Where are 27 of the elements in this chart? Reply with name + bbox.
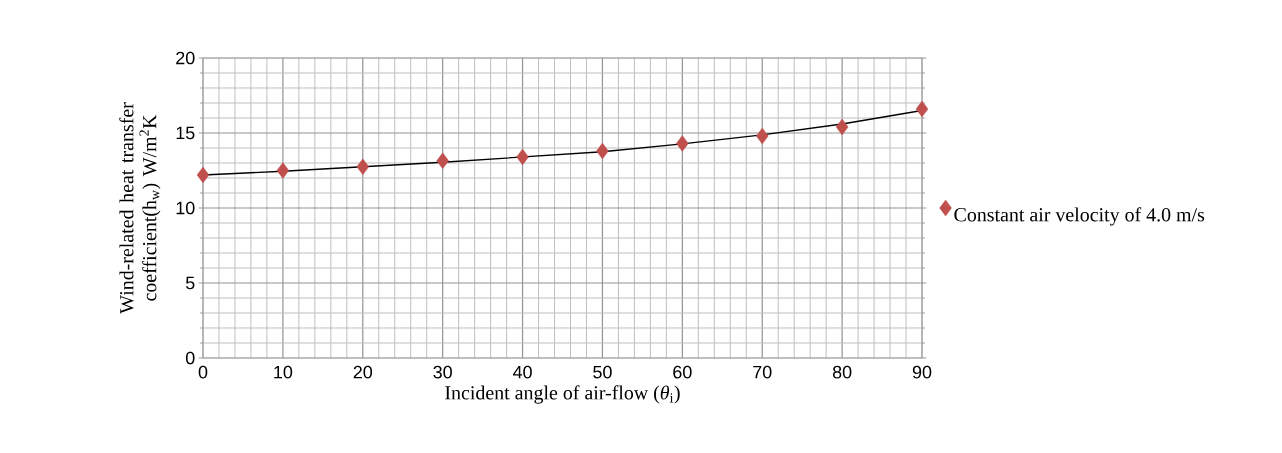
x-tick-label: 40 — [512, 365, 532, 379]
x-tick-label: 0 — [198, 365, 208, 379]
point — [356, 158, 369, 175]
point — [756, 127, 769, 145]
x-tick-label: 30 — [433, 365, 452, 379]
point — [596, 142, 609, 160]
point — [835, 118, 849, 136]
x-tick-label: 60 — [673, 365, 692, 379]
point — [676, 135, 689, 152]
y-tick-label: 5 — [185, 276, 195, 290]
point — [915, 100, 929, 118]
y-tick-label: 10 — [176, 201, 195, 215]
x-tick-label: 80 — [832, 365, 852, 379]
x-axis-title: Incident angle of air-flow (θ$_{i}$) — [445, 385, 680, 404]
y-tick-label: 15 — [176, 126, 195, 140]
x-tick-label: 20 — [353, 365, 373, 379]
x-tick-label: 70 — [753, 365, 772, 379]
point — [516, 148, 529, 166]
legend-label: Constant air velocity of 4.0 m/s — [954, 207, 1205, 226]
point — [436, 152, 449, 169]
y-tick-label: 20 — [176, 51, 195, 65]
x-tick-label: 10 — [274, 365, 293, 379]
point — [196, 166, 210, 184]
x-tick-label: 90 — [912, 365, 932, 379]
y-tick-label: 0 — [185, 351, 195, 365]
point — [276, 162, 290, 179]
x-tick-label: 50 — [593, 365, 612, 379]
